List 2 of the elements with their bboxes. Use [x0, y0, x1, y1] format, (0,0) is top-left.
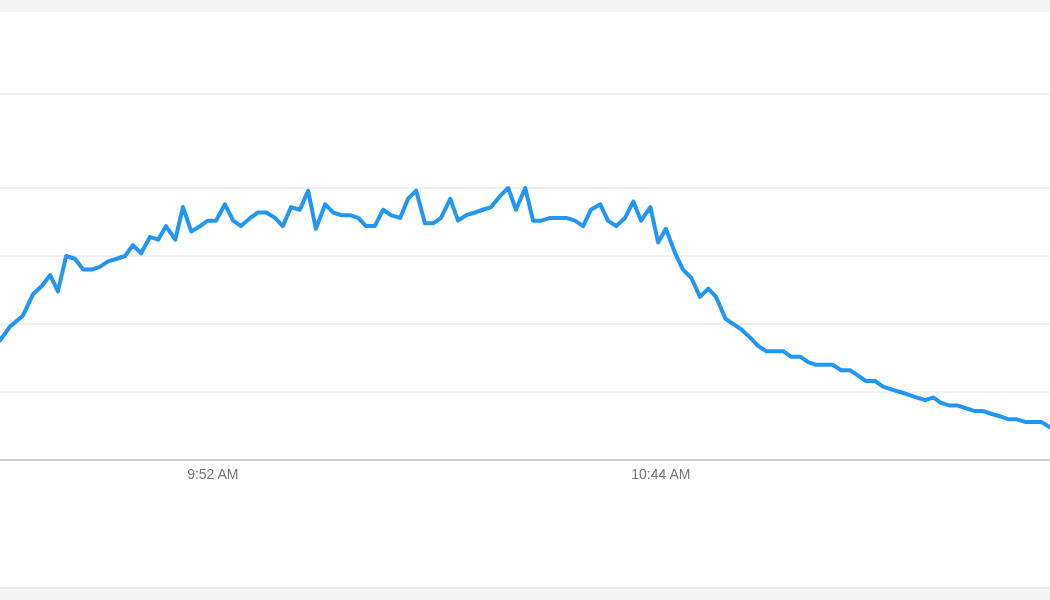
x-tick-label: 10:44 AM	[631, 466, 691, 482]
x-tick-label: 9:52 AM	[187, 466, 239, 482]
